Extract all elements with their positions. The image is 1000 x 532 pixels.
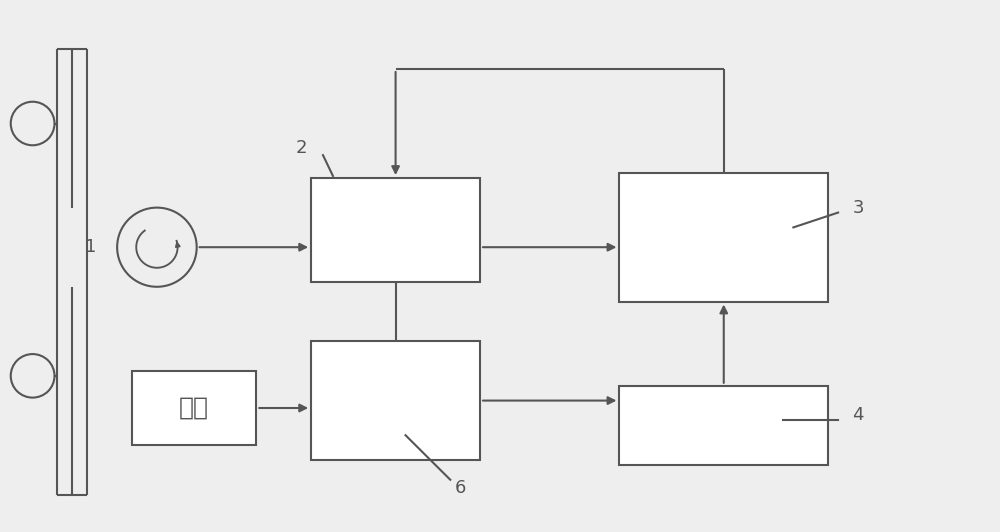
Bar — [311, 178, 480, 282]
Bar — [619, 386, 828, 465]
Bar — [311, 341, 480, 460]
Bar — [619, 173, 828, 302]
Bar — [132, 371, 256, 445]
Text: 2: 2 — [295, 139, 307, 157]
Text: 1: 1 — [85, 238, 96, 256]
Text: 3: 3 — [852, 198, 864, 217]
Text: 6: 6 — [455, 479, 466, 497]
Text: 4: 4 — [852, 406, 864, 425]
Text: 冷水: 冷水 — [179, 396, 209, 420]
